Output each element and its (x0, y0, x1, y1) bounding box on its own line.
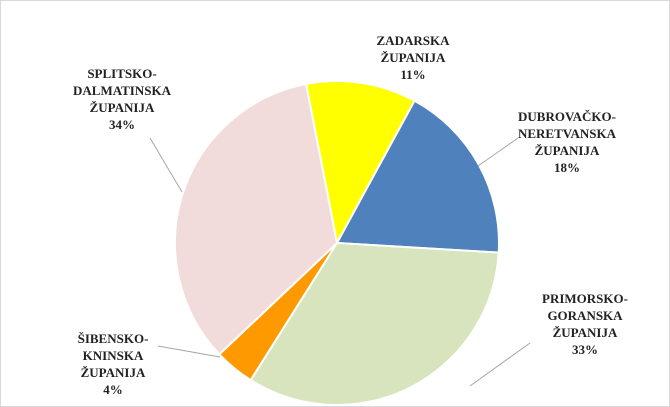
value-label: 18% (554, 160, 580, 175)
label-line: ŠIBENSKO- (78, 331, 149, 346)
label-line: ŽUPANIJA (535, 143, 600, 158)
label-line: PRIMORSKO- (542, 291, 628, 306)
value-label: 4% (103, 382, 123, 397)
label-line: GORANSKA (547, 308, 623, 323)
slice-label: SPLITSKO- DALMATINSKA ŽUPANIJA 34% (73, 66, 172, 132)
pie-slice (335, 99, 500, 254)
value-label: 33% (572, 342, 598, 357)
pie-slice (304, 80, 416, 246)
leader-line (149, 137, 183, 193)
label-line: DALMATINSKA (73, 83, 172, 98)
leader-line (469, 342, 531, 387)
label-line: DUBROVAČKO- (518, 109, 616, 124)
value-label: 34% (109, 117, 135, 132)
label-line: ŽUPANIJA (81, 365, 146, 380)
label-line: ZADARSKA (377, 33, 451, 48)
slice-label: DUBROVAČKO- NERETVANSKA ŽUPANIJA 18% (518, 109, 617, 175)
label-line: NERETVANSKA (518, 126, 617, 141)
label-line: SPLITSKO- (87, 66, 156, 81)
label-line: ŽUPANIJA (553, 325, 618, 340)
slice-label: PRIMORSKO- GORANSKA ŽUPANIJA 33% (542, 291, 628, 357)
pie-slice (174, 82, 339, 356)
value-label: 11% (400, 67, 425, 82)
pie-slice (249, 241, 500, 406)
leader-line (477, 137, 519, 167)
label-line: ŽUPANIJA (381, 50, 446, 65)
leader-line (157, 345, 221, 358)
slice-label: ŠIBENSKO- KNINSKA ŽUPANIJA 4% (78, 331, 149, 397)
label-line: ŽUPANIJA (90, 100, 155, 115)
slice-label: ZADARSKA ŽUPANIJA 11% (377, 33, 451, 82)
label-line: KNINSKA (83, 348, 144, 363)
